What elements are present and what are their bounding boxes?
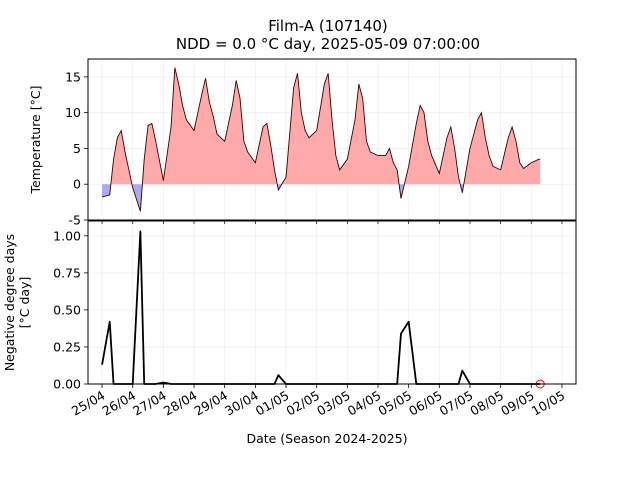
y-axis-label-bottom: [°C day] [17,277,32,329]
y-tick-label-bottom: 1.00 [53,228,81,243]
temperature-line [101,67,541,212]
y-tick-label-bottom: 0.25 [53,339,81,354]
y-tick-label-bottom: 0.50 [53,302,81,317]
positive-temperature-fill [110,67,541,185]
x-axis-label: Date (Season 2024-2025) [246,431,407,446]
y-axis-label-top: Temperature [°C] [28,86,43,195]
y-axis-label-bottom: Negative degree days [2,234,17,371]
y-tick-label-top: 10 [65,105,81,120]
y-tick-label-bottom: 0.75 [53,265,81,280]
y-tick-label-top: 5 [73,141,81,156]
temperature-panel: -5 0 5 10 15 Temperature [°C] [28,58,577,228]
y-tick-label-top: 0 [73,177,81,192]
top-axes-frame [87,58,577,221]
bottom-axes-frame [87,220,577,385]
y-tick-label-bottom: 0.00 [53,377,81,392]
y-tick-label-top: -5 [69,213,81,228]
chart-title: Film-A (107140) [268,17,388,35]
y-tick-label-top: 15 [65,69,81,84]
chart-subtitle: NDD = 0.0 °C day, 2025-05-09 07:00:00 [176,35,480,53]
negative-temperature-fill [102,184,464,212]
